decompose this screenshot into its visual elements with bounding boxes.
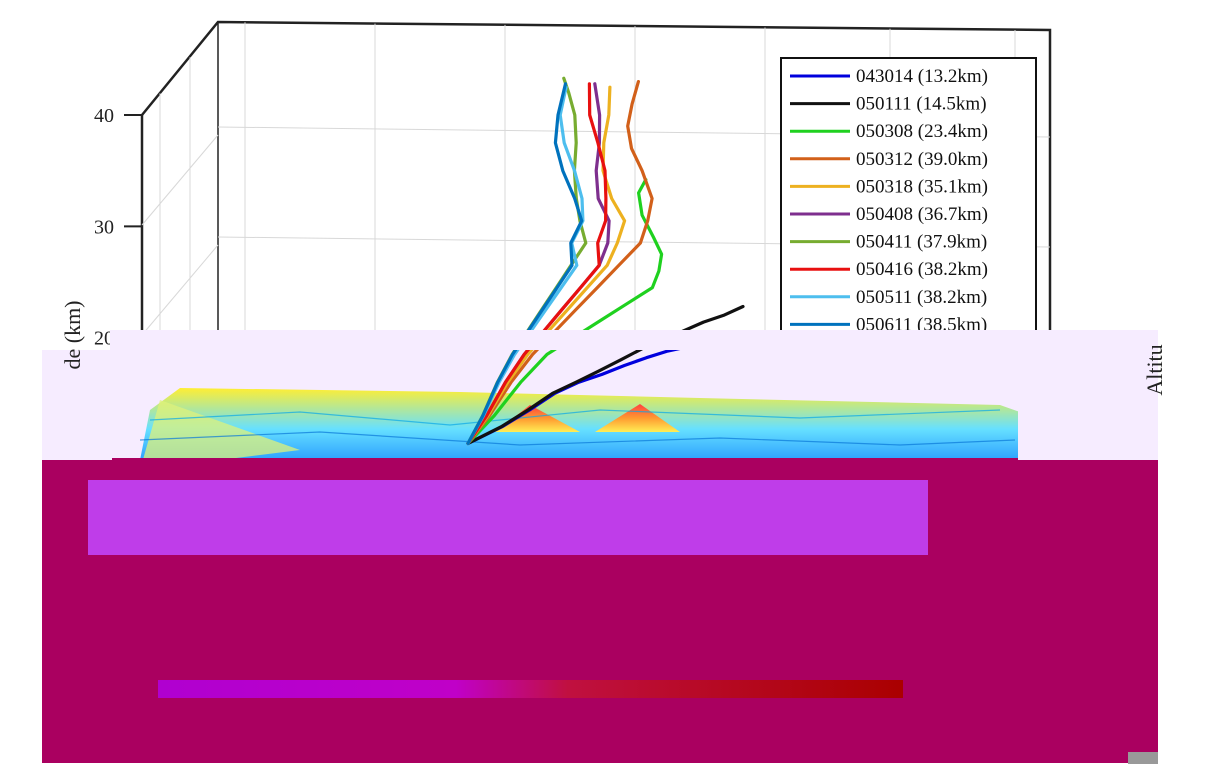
terrain-contour: [149, 409, 1001, 426]
series-lines: [466, 76, 752, 445]
legend-entry-050111: 050111 (14.5km): [856, 94, 987, 115]
terrain-peak-1: [495, 405, 580, 432]
z-tick-label: 30: [94, 216, 114, 238]
series-line-050312: [466, 79, 654, 445]
legend-entry-050416: 050416 (38.2km): [856, 259, 988, 280]
right-axis-label: Altitu: [1142, 344, 1167, 395]
artifact-left-strip: [42, 350, 112, 460]
legend: 043014 (13.2km) 050111 (14.5km) 050308 (23…: [750, 57, 1040, 350]
terrain-ridge-left: [140, 400, 300, 470]
artifact-colorbar: [158, 680, 903, 698]
legend-entry-050511: 050511 (38.2km): [856, 287, 987, 308]
series-line-050308: [466, 178, 664, 445]
artifact-top-strip: [110, 330, 750, 350]
terrain-contour: [139, 431, 1016, 446]
artifact-band: [88, 480, 928, 555]
series-line-050318: [466, 85, 627, 445]
legend-entry-050318: 050318 (35.1km): [856, 176, 988, 197]
series-line-050416: [466, 82, 608, 445]
legend-entry-050312: 050312 (39.0km): [856, 149, 988, 170]
legend-cut: [750, 330, 1040, 350]
z-tick-label: 40: [94, 105, 114, 127]
artifact-right-strip: [1018, 330, 1158, 460]
artifact-corner: [1128, 752, 1158, 764]
rendering-artifact: [42, 330, 1158, 764]
legend-entry-050308: 050308 (23.4km): [856, 121, 988, 142]
series-line-050111: [466, 304, 745, 445]
terrain-surface-body: [138, 388, 1020, 470]
grid-lines: [141, 22, 1051, 448]
grid-horizontal-side: [141, 134, 219, 226]
z-axis-label: de (km): [60, 300, 85, 369]
legend-entry-050408: 050408 (36.7km): [856, 204, 988, 225]
grid-horizontal-side: [141, 244, 219, 336]
terrain-peak-2: [595, 404, 680, 432]
series-line-050611: [466, 82, 584, 445]
legend-entry-043014: 043014 (13.2km): [856, 66, 988, 87]
legend-entry-050411: 050411 (37.9km): [856, 232, 987, 253]
frame-back-edge: [141, 20, 1052, 470]
z-tick-label: 20: [94, 328, 114, 350]
terrain-surface: [110, 348, 1020, 470]
